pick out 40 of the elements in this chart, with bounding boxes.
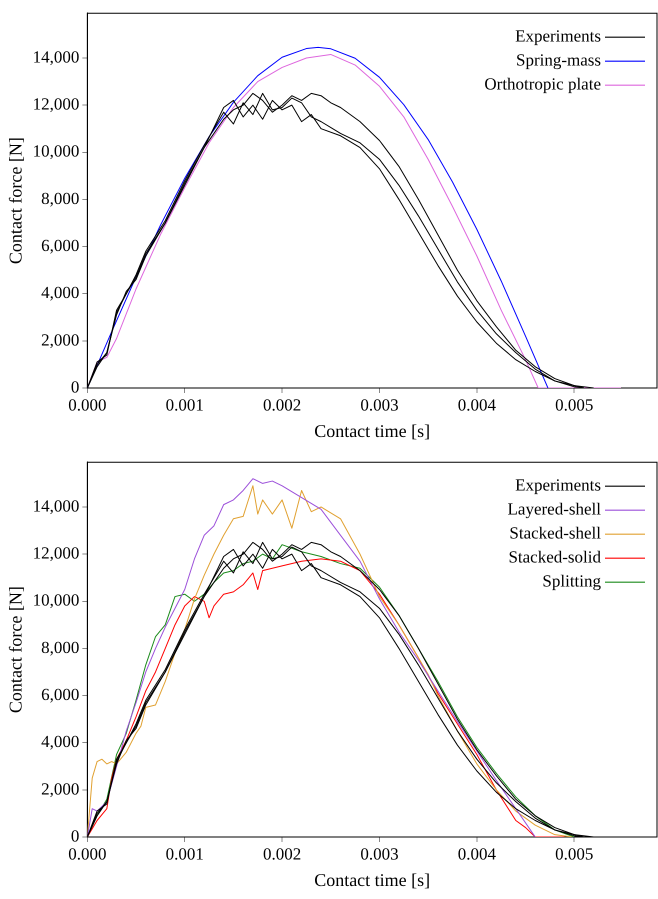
y-tick-label: 6,000 [41, 236, 80, 256]
x-tick-label: 0.000 [68, 844, 106, 864]
y-tick-label: 0 [70, 377, 80, 396]
x-tick-label: 0.002 [262, 844, 302, 864]
y-tick-label: 12,000 [32, 94, 80, 114]
y-tick-label: 10,000 [32, 142, 80, 161]
y-tick-label: 10,000 [32, 590, 80, 610]
x-tick-label: 0.001 [166, 844, 204, 864]
y-axis-title: Contact force [N] [6, 137, 26, 264]
y-tick-label: 8,000 [41, 638, 80, 657]
y-tick-label: 12,000 [32, 544, 80, 563]
x-axis-title: Contact time [s] [314, 870, 430, 890]
legend-label: Experiments [515, 26, 601, 46]
y-tick-label: 8,000 [41, 188, 80, 208]
x-tick-label: 0.002 [262, 396, 302, 415]
y-tick-label: 4,000 [41, 283, 80, 302]
x-tick-label: 0.003 [360, 396, 399, 415]
y-tick-label: 6,000 [41, 685, 80, 704]
legend-label: Stacked-shell [509, 524, 602, 543]
x-tick-label: 0.000 [68, 396, 106, 415]
y-axis-title: Contact force [N] [6, 586, 26, 714]
x-tick-label: 0.005 [555, 396, 594, 415]
x-tick-label: 0.004 [458, 844, 496, 864]
y-tick-label: 4,000 [41, 732, 80, 752]
x-tick-label: 0.005 [555, 844, 594, 864]
legend-label: Experiments [515, 476, 601, 495]
x-tick-label: 0.004 [458, 396, 496, 415]
y-tick-label: 14,000 [32, 47, 80, 66]
legend-label: Layered-shell [508, 500, 602, 519]
x-tick-label: 0.003 [360, 844, 399, 864]
legend-label: Splitting [542, 572, 602, 591]
y-tick-label: 2,000 [41, 330, 80, 350]
legend-label: Spring-mass [516, 50, 601, 70]
y-tick-label: 14,000 [32, 496, 80, 516]
legend-label: Orthotropic plate [484, 74, 601, 94]
legend-label: Stacked-solid [508, 548, 602, 567]
x-tick-label: 0.001 [166, 396, 204, 415]
x-axis-title: Contact time [s] [314, 420, 430, 441]
y-tick-label: 0 [70, 826, 80, 846]
y-tick-label: 2,000 [41, 779, 80, 798]
